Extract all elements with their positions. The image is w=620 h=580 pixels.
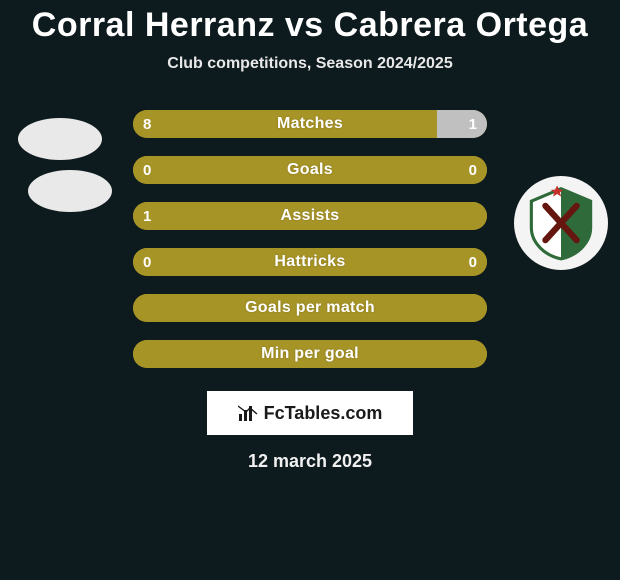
snapshot-date: 12 march 2025 — [0, 451, 620, 472]
stat-label: Min per goal — [133, 340, 487, 368]
stat-value-left: 8 — [133, 110, 161, 138]
stat-label: Hattricks — [133, 248, 487, 276]
page-subtitle: Club competitions, Season 2024/2025 — [0, 55, 620, 73]
stat-bar: Goals0 0 — [133, 156, 487, 184]
stat-row: Hattricks0 0 — [0, 239, 620, 285]
stat-value-left: 1 — [133, 202, 161, 230]
page-title: Corral Herranz vs Cabrera Ortega — [0, 6, 620, 45]
stat-row: Min per goal — [0, 331, 620, 377]
stat-value-right: 0 — [459, 248, 487, 276]
fctables-label: FcTables.com — [264, 403, 383, 424]
bar-chart-icon — [238, 404, 258, 422]
stat-bar: Min per goal — [133, 340, 487, 368]
stat-row: Assists1 — [0, 193, 620, 239]
stat-value-left: 0 — [133, 248, 161, 276]
stat-label: Goals per match — [133, 294, 487, 322]
comparison-card: Corral Herranz vs Cabrera Ortega Club co… — [0, 0, 620, 580]
stat-bar: Hattricks0 0 — [133, 248, 487, 276]
stat-bar: Matches8 1 — [133, 110, 487, 138]
stat-label: Goals — [133, 156, 487, 184]
stat-bar: Assists1 — [133, 202, 487, 230]
stat-bar: Goals per match — [133, 294, 487, 322]
stat-value-left: 0 — [133, 156, 161, 184]
stat-value-right: 1 — [459, 110, 487, 138]
stat-row: Matches8 1 — [0, 101, 620, 147]
stat-row: Goals per match — [0, 285, 620, 331]
stat-value-right: 0 — [459, 156, 487, 184]
stat-label: Matches — [133, 110, 487, 138]
stat-row: Goals0 0 — [0, 147, 620, 193]
stat-label: Assists — [133, 202, 487, 230]
stat-rows: Matches81Goals00Assists1Hattricks00Goals… — [0, 101, 620, 377]
fctables-watermark: FcTables.com — [207, 391, 413, 435]
